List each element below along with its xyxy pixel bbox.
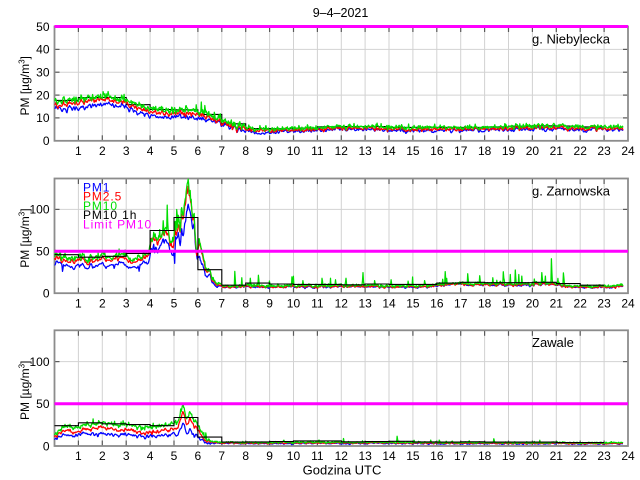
svg-text:10: 10 bbox=[287, 144, 301, 158]
svg-text:24: 24 bbox=[621, 297, 635, 311]
svg-text:0: 0 bbox=[43, 134, 50, 148]
svg-text:PM10: PM10 bbox=[83, 199, 118, 213]
svg-text:20: 20 bbox=[526, 449, 540, 463]
svg-text:11: 11 bbox=[311, 144, 324, 158]
svg-text:21: 21 bbox=[550, 449, 564, 463]
svg-text:6: 6 bbox=[195, 449, 202, 463]
svg-text:16: 16 bbox=[430, 144, 444, 158]
svg-text:20: 20 bbox=[526, 144, 540, 158]
svg-text:30: 30 bbox=[36, 66, 50, 80]
svg-text:14: 14 bbox=[382, 297, 396, 311]
svg-text:4: 4 bbox=[147, 297, 154, 311]
svg-text:PM2.5: PM2.5 bbox=[83, 190, 122, 204]
svg-text:g. Zarnowska: g. Zarnowska bbox=[532, 184, 611, 199]
svg-text:22: 22 bbox=[574, 297, 588, 311]
svg-text:14: 14 bbox=[382, 449, 396, 463]
svg-text:0: 0 bbox=[43, 439, 50, 453]
svg-text:10: 10 bbox=[36, 111, 50, 125]
svg-text:1: 1 bbox=[75, 144, 82, 158]
svg-text:Limit PM10: Limit PM10 bbox=[83, 217, 152, 231]
svg-text:10: 10 bbox=[287, 449, 301, 463]
svg-text:9: 9 bbox=[266, 144, 273, 158]
svg-text:23: 23 bbox=[597, 297, 611, 311]
svg-text:PM [µg/m3]: PM [µg/m3] bbox=[18, 56, 33, 115]
svg-text:0: 0 bbox=[43, 287, 50, 301]
svg-text:22: 22 bbox=[574, 449, 588, 463]
svg-text:24: 24 bbox=[621, 144, 635, 158]
svg-text:20: 20 bbox=[36, 88, 50, 102]
svg-text:15: 15 bbox=[406, 297, 420, 311]
svg-text:12: 12 bbox=[335, 297, 349, 311]
svg-text:18: 18 bbox=[478, 449, 492, 463]
svg-text:4: 4 bbox=[147, 449, 154, 463]
svg-text:20: 20 bbox=[526, 297, 540, 311]
svg-text:PM10 1h: PM10 1h bbox=[83, 208, 137, 222]
svg-text:2: 2 bbox=[99, 144, 106, 158]
svg-text:9: 9 bbox=[266, 297, 273, 311]
svg-text:100: 100 bbox=[29, 203, 49, 217]
svg-text:19: 19 bbox=[502, 144, 516, 158]
svg-text:5: 5 bbox=[171, 144, 178, 158]
svg-text:6: 6 bbox=[195, 297, 202, 311]
svg-text:11: 11 bbox=[311, 297, 324, 311]
svg-text:24: 24 bbox=[621, 449, 635, 463]
svg-text:7: 7 bbox=[218, 144, 225, 158]
svg-text:5: 5 bbox=[171, 449, 178, 463]
svg-text:40: 40 bbox=[36, 43, 50, 57]
svg-text:15: 15 bbox=[406, 449, 420, 463]
svg-text:17: 17 bbox=[454, 144, 468, 158]
svg-text:6: 6 bbox=[195, 144, 202, 158]
svg-text:23: 23 bbox=[597, 144, 611, 158]
svg-text:10: 10 bbox=[287, 297, 301, 311]
svg-text:PM [µg/m3]: PM [µg/m3] bbox=[18, 208, 33, 267]
svg-text:12: 12 bbox=[335, 449, 349, 463]
svg-text:8: 8 bbox=[242, 449, 249, 463]
svg-text:22: 22 bbox=[574, 144, 588, 158]
svg-text:17: 17 bbox=[454, 297, 468, 311]
svg-text:21: 21 bbox=[550, 144, 564, 158]
svg-text:18: 18 bbox=[478, 144, 492, 158]
svg-text:16: 16 bbox=[430, 449, 444, 463]
svg-text:2: 2 bbox=[99, 449, 106, 463]
svg-text:7: 7 bbox=[218, 297, 225, 311]
svg-text:9–4–2021: 9–4–2021 bbox=[313, 6, 369, 20]
svg-text:3: 3 bbox=[123, 297, 130, 311]
svg-text:18: 18 bbox=[478, 297, 492, 311]
svg-text:g. Niebylecka: g. Niebylecka bbox=[532, 32, 611, 47]
svg-text:PM [µg/m3]: PM [µg/m3] bbox=[18, 361, 33, 420]
svg-text:15: 15 bbox=[406, 144, 420, 158]
svg-text:50: 50 bbox=[36, 245, 50, 259]
svg-text:11: 11 bbox=[311, 449, 324, 463]
svg-text:Godzina UTC: Godzina UTC bbox=[303, 462, 382, 477]
svg-text:50: 50 bbox=[36, 397, 50, 411]
svg-text:100: 100 bbox=[29, 355, 49, 369]
svg-text:PM1: PM1 bbox=[83, 181, 110, 195]
svg-text:Zawale: Zawale bbox=[532, 335, 574, 350]
svg-text:8: 8 bbox=[242, 297, 249, 311]
svg-text:16: 16 bbox=[430, 297, 444, 311]
svg-text:13: 13 bbox=[358, 449, 372, 463]
svg-text:12: 12 bbox=[335, 144, 349, 158]
svg-text:50: 50 bbox=[36, 20, 50, 34]
svg-text:13: 13 bbox=[358, 297, 372, 311]
svg-text:3: 3 bbox=[123, 144, 130, 158]
svg-text:3: 3 bbox=[123, 449, 130, 463]
svg-text:23: 23 bbox=[597, 449, 611, 463]
svg-text:8: 8 bbox=[242, 144, 249, 158]
svg-text:14: 14 bbox=[382, 144, 396, 158]
svg-text:9: 9 bbox=[266, 449, 273, 463]
svg-text:7: 7 bbox=[218, 449, 225, 463]
svg-text:17: 17 bbox=[454, 449, 468, 463]
svg-text:1: 1 bbox=[75, 297, 82, 311]
svg-text:21: 21 bbox=[550, 297, 564, 311]
svg-text:19: 19 bbox=[502, 449, 516, 463]
svg-text:1: 1 bbox=[75, 449, 82, 463]
svg-text:19: 19 bbox=[502, 297, 516, 311]
svg-text:13: 13 bbox=[358, 144, 372, 158]
svg-text:2: 2 bbox=[99, 297, 106, 311]
svg-text:5: 5 bbox=[171, 297, 178, 311]
svg-text:4: 4 bbox=[147, 144, 154, 158]
